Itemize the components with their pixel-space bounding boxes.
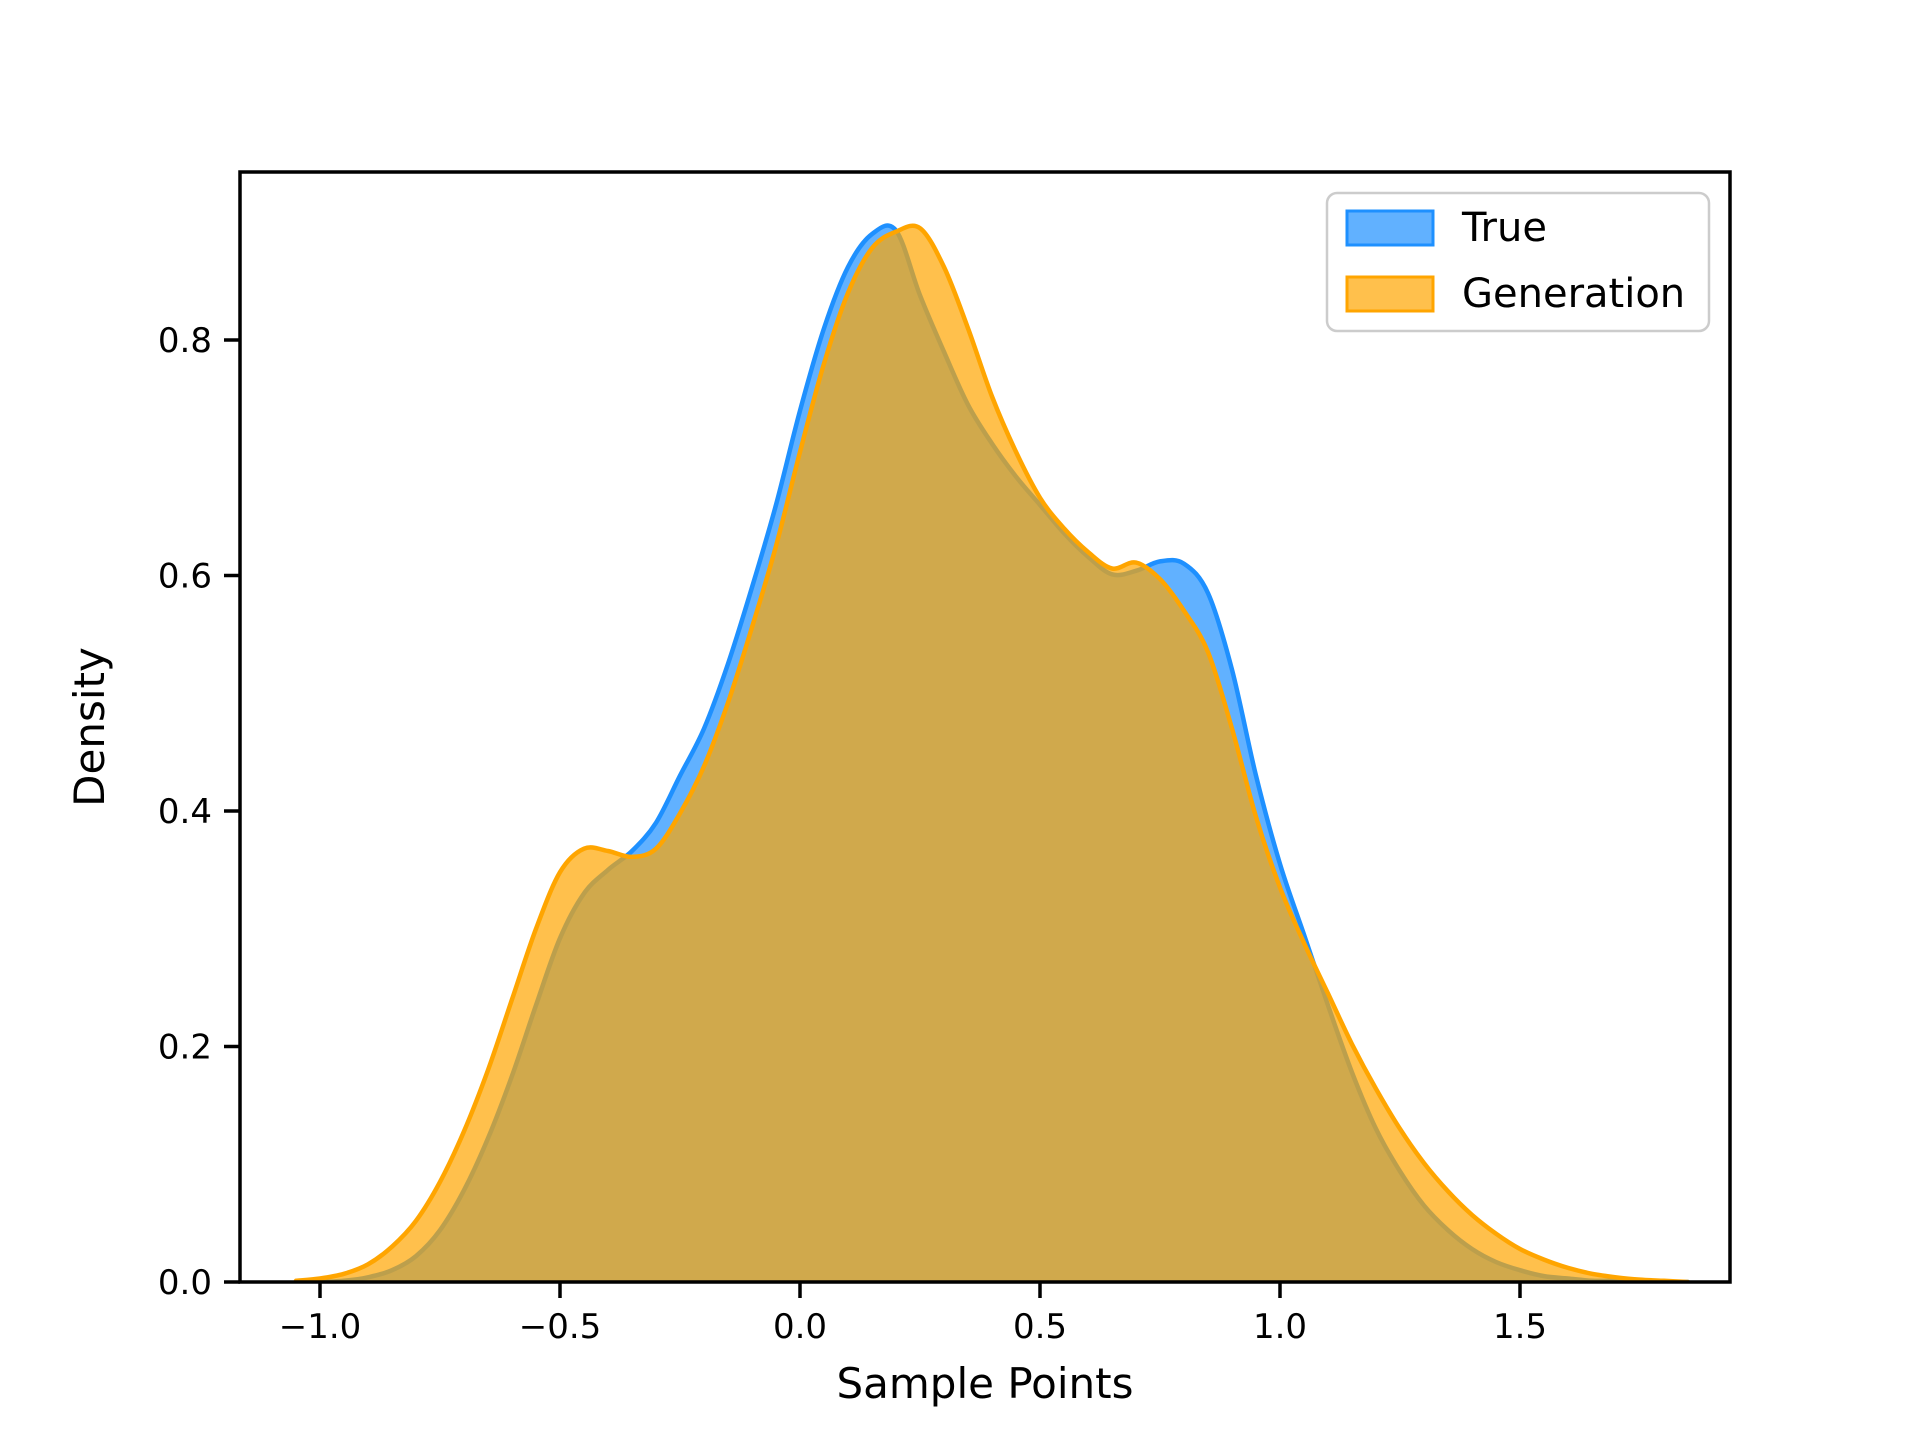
x-tick-label-4: 1.0 bbox=[1253, 1307, 1307, 1347]
generation-density-area bbox=[296, 225, 1688, 1282]
legend-item-true: True bbox=[1345, 205, 1547, 251]
y-tick-label-4: 0.8 bbox=[158, 321, 212, 361]
y-tick-label-1: 0.2 bbox=[158, 1028, 212, 1068]
true-swatch bbox=[1345, 209, 1435, 247]
axes-frame bbox=[238, 170, 1732, 1284]
legend: True Generation bbox=[1325, 191, 1711, 333]
x-tick-label-5: 1.5 bbox=[1493, 1307, 1547, 1347]
generation-density-line bbox=[293, 223, 1691, 1282]
x-tick-label-1: −0.5 bbox=[519, 1307, 602, 1347]
y-tick-label-0: 0.0 bbox=[158, 1263, 212, 1303]
y-tick-label-3: 0.6 bbox=[158, 557, 212, 597]
x-tick-label-0: −1.0 bbox=[279, 1307, 362, 1347]
legend-item-generation: Generation bbox=[1345, 271, 1685, 317]
legend-label-generation: Generation bbox=[1462, 271, 1685, 317]
generation-swatch bbox=[1345, 275, 1435, 313]
legend-label-true: True bbox=[1461, 205, 1547, 251]
y-axis-label: Density bbox=[65, 647, 114, 807]
x-tick-label-3: 0.5 bbox=[1013, 1307, 1067, 1347]
x-axis-label: Sample Points bbox=[837, 1359, 1134, 1408]
plot-area-curves bbox=[293, 223, 1691, 1282]
x-tick-label-2: 0.0 bbox=[773, 1307, 827, 1347]
y-tick-label-2: 0.4 bbox=[158, 792, 212, 832]
axes-ticks: −1.0 −0.5 0.0 0.5 1.0 1.5 0.0 0.2 0.4 0.6 0.8 bbox=[158, 321, 1547, 1347]
